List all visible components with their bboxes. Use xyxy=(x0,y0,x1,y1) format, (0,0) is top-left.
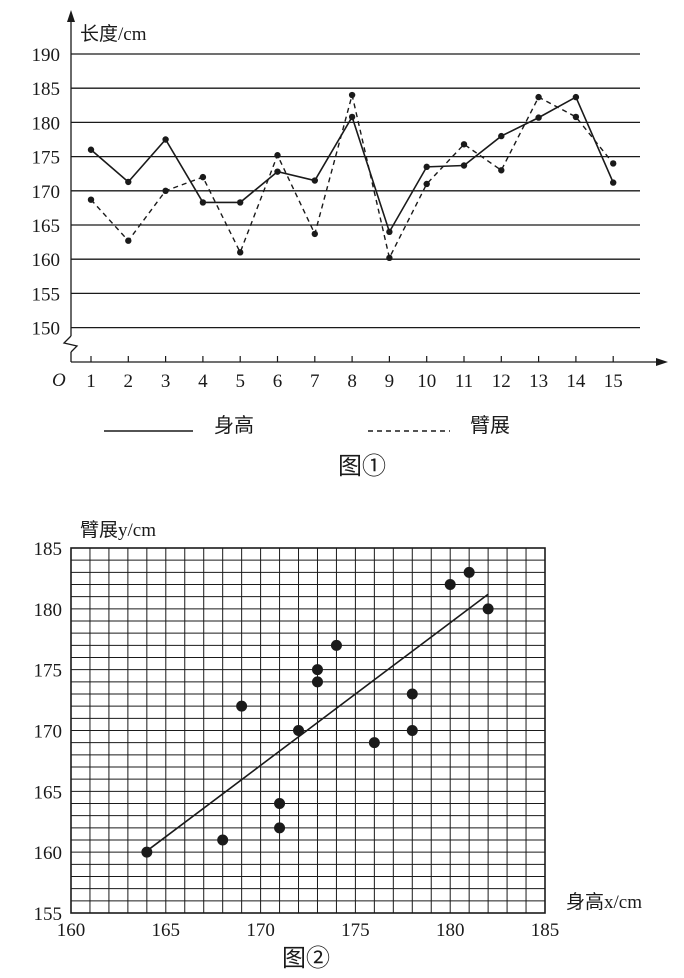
axis-break-mark xyxy=(62,335,79,353)
scatter-point xyxy=(311,664,323,676)
scatter-point xyxy=(406,725,418,736)
series-point-dashed xyxy=(162,187,169,194)
y-tick-label: 165 xyxy=(32,216,61,237)
y-tick-label: 160 xyxy=(32,250,61,271)
series-point-solid xyxy=(274,168,281,175)
scatter-point xyxy=(368,737,380,749)
series-point-solid xyxy=(162,136,169,143)
x-tick-label: 6 xyxy=(273,371,283,392)
series-point-solid xyxy=(199,199,207,206)
y-axis-arrow xyxy=(67,10,75,22)
x-tick-label: 175 xyxy=(341,920,370,941)
x-tick-label: 12 xyxy=(492,371,511,392)
series-point-solid xyxy=(535,114,542,121)
series-point-dashed xyxy=(125,237,132,244)
chart2-caption: 图② xyxy=(282,945,330,972)
series-point-solid xyxy=(311,177,318,184)
scatter-point xyxy=(274,798,286,809)
x-tick-label: 4 xyxy=(198,371,208,392)
y-tick-label: 155 xyxy=(34,904,63,925)
regression-line xyxy=(146,593,489,852)
x-tick-label: 2 xyxy=(124,371,134,392)
series-point-solid xyxy=(572,93,580,101)
x-tick-label: 13 xyxy=(529,371,548,392)
series-point-solid xyxy=(87,146,95,153)
scatter-point xyxy=(293,725,305,736)
scatter-point xyxy=(330,639,342,651)
x-tick-label: 15 xyxy=(604,371,623,392)
y-tick-label: 175 xyxy=(32,148,61,169)
series-point-dashed xyxy=(311,230,318,238)
chart2-ylabel: 臂展y/cm xyxy=(80,519,156,541)
chart-2: 臂展y/cm 身高x/cm 图② 15516016517017518018516… xyxy=(34,519,643,972)
x-tick-label: 7 xyxy=(310,371,320,392)
series-point-dashed xyxy=(460,141,468,148)
chart2-xlabel: 身高x/cm xyxy=(566,891,642,913)
scatter-point xyxy=(141,846,153,858)
scatter-point xyxy=(482,603,494,615)
series-point-solid xyxy=(237,199,244,206)
chart1-origin-label: O xyxy=(52,370,66,391)
series-point-dashed xyxy=(237,249,244,256)
y-tick-label: 190 xyxy=(32,45,61,66)
y-tick-label: 185 xyxy=(32,79,61,100)
legend-label-dashed: 臂展 xyxy=(470,414,510,437)
series-point-solid xyxy=(498,132,505,140)
y-tick-label: 170 xyxy=(34,722,63,743)
x-tick-label: 165 xyxy=(152,920,181,941)
series-point-dashed xyxy=(572,113,580,121)
y-tick-label: 175 xyxy=(34,661,63,682)
series-point-dashed xyxy=(386,254,393,262)
series-point-dashed xyxy=(498,167,505,174)
y-tick-label: 150 xyxy=(32,319,61,340)
y-tick-label: 180 xyxy=(34,600,63,621)
scatter-point xyxy=(236,700,248,712)
legend-label-solid: 身高 xyxy=(214,414,254,437)
scatter-point xyxy=(311,676,323,688)
chart-1: 长度/cm O 图① 身高 臂展 15015516016517017518018… xyxy=(32,10,668,480)
series-point-dashed xyxy=(199,173,207,181)
y-tick-label: 185 xyxy=(34,539,63,560)
x-tick-label: 1 xyxy=(86,371,96,392)
series-point-solid xyxy=(460,162,468,169)
x-tick-label: 10 xyxy=(417,371,436,392)
series-point-dashed xyxy=(274,152,281,159)
scatter-point xyxy=(217,834,229,846)
y-tick-label: 155 xyxy=(32,284,61,305)
x-tick-label: 160 xyxy=(57,920,86,941)
y-tick-label: 165 xyxy=(34,782,63,803)
x-tick-label: 5 xyxy=(235,371,245,392)
x-tick-label: 11 xyxy=(455,371,473,392)
x-axis-arrow xyxy=(656,358,668,366)
x-tick-label: 14 xyxy=(566,371,586,392)
x-tick-label: 185 xyxy=(531,920,560,941)
plot-frame xyxy=(70,547,546,914)
y-tick-label: 170 xyxy=(32,182,61,203)
scatter-point xyxy=(274,822,286,834)
series-point-solid xyxy=(610,179,617,186)
series-point-solid xyxy=(125,178,132,186)
series-point-dashed xyxy=(87,196,95,203)
x-tick-label: 8 xyxy=(347,371,357,392)
y-tick-label: 180 xyxy=(32,113,61,134)
scatter-point xyxy=(444,579,456,590)
scatter-point xyxy=(463,566,475,578)
x-tick-label: 180 xyxy=(436,920,465,941)
scatter-point xyxy=(406,688,418,700)
x-tick-label: 3 xyxy=(161,371,171,392)
series-point-solid xyxy=(348,113,356,121)
x-tick-label: 170 xyxy=(246,920,275,941)
series-point-solid xyxy=(386,228,393,236)
series-point-dashed xyxy=(610,160,617,167)
series-point-dashed xyxy=(348,91,356,99)
chart1-ylabel: 长度/cm xyxy=(80,23,147,45)
chart1-caption: 图① xyxy=(338,453,386,480)
y-tick-label: 160 xyxy=(34,843,63,864)
series-point-solid xyxy=(423,163,430,171)
x-tick-label: 9 xyxy=(385,371,395,392)
series-point-dashed xyxy=(535,93,542,101)
series-point-dashed xyxy=(423,180,430,188)
